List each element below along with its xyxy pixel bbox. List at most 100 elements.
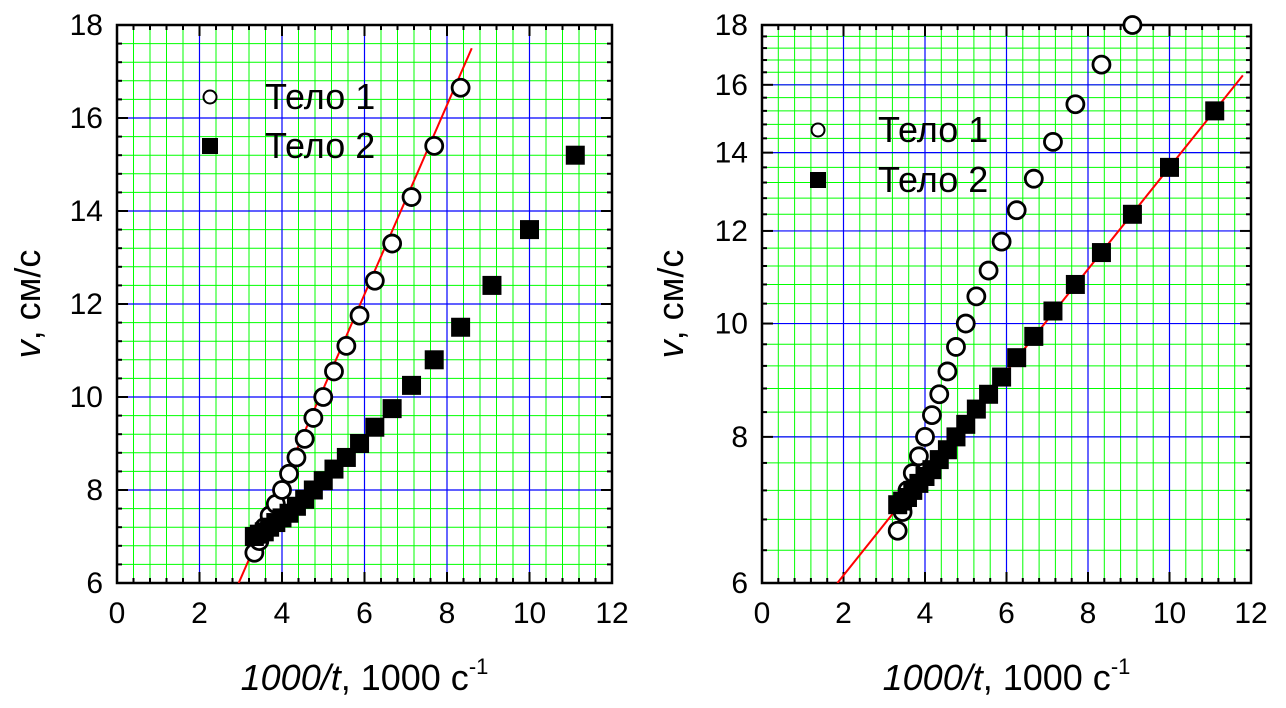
y-axis-label-italic: v <box>7 338 48 358</box>
data-point-open-circle <box>1006 200 1027 221</box>
data-point-filled-square <box>1024 326 1044 346</box>
y-tick-label: 10 <box>70 381 103 414</box>
x-axis-label-superscript: -1 <box>1111 654 1131 679</box>
data-point-open-circle <box>922 405 942 426</box>
data-point-open-circle <box>324 361 344 382</box>
data-point-open-circle <box>313 387 334 407</box>
x-tick-label: 0 <box>754 597 771 630</box>
data-point-open-circle <box>946 337 966 357</box>
y-tick-label: 8 <box>86 474 103 507</box>
x-tick-label: 8 <box>439 597 456 630</box>
data-point-open-circle <box>303 408 324 428</box>
data-point-filled-square <box>1065 274 1085 294</box>
data-point-open-circle <box>915 426 935 447</box>
series-2 <box>888 101 1225 515</box>
y-axis-label-italic: v <box>650 338 691 358</box>
legend-label: Тело 2 <box>265 125 375 166</box>
legend: Тело 1 Тело 2 <box>202 76 375 166</box>
y-tick-label: 16 <box>70 102 103 135</box>
y-tick-label: 18 <box>70 9 103 42</box>
data-point-filled-square <box>520 220 539 240</box>
axis-ticks <box>116 24 613 584</box>
x-axis-label-text: , 1000 с <box>341 657 469 698</box>
y-tick-label: 16 <box>715 69 748 102</box>
data-point-filled-square <box>1205 101 1225 121</box>
data-point-filled-square <box>979 384 999 404</box>
data-point-filled-square <box>424 350 444 370</box>
data-layer <box>836 15 1244 583</box>
data-layer <box>237 47 585 583</box>
data-point-open-circle <box>294 428 315 449</box>
x-axis-label-italic: 1000/t <box>883 657 985 698</box>
x-axis-label-superscript: -1 <box>469 654 489 679</box>
data-point-open-circle <box>424 135 445 156</box>
data-point-filled-square <box>382 399 402 419</box>
x-tick-label: 12 <box>1234 597 1267 630</box>
data-point-filled-square <box>1091 243 1111 263</box>
data-point-open-circle <box>1065 94 1086 115</box>
y-tick-label: 12 <box>715 215 748 248</box>
data-point-open-circle <box>1023 168 1044 189</box>
y-tick-label: 12 <box>70 288 103 321</box>
data-point-open-circle <box>955 313 976 334</box>
data-point-filled-square <box>350 434 370 453</box>
y-tick-label: 8 <box>731 421 748 454</box>
legend-marker-open-circle <box>810 122 826 138</box>
x-tick-label: 4 <box>274 597 291 630</box>
data-point-open-circle <box>966 286 987 307</box>
y-axis-label: v, см/с <box>7 250 48 359</box>
x-tick-label: 10 <box>1153 597 1186 630</box>
data-point-filled-square <box>966 399 986 419</box>
data-point-filled-square <box>1122 204 1142 224</box>
data-point-open-circle <box>1043 131 1063 152</box>
data-point-open-circle <box>937 361 958 382</box>
data-point-filled-square <box>1043 301 1063 321</box>
data-point-open-circle <box>279 463 299 484</box>
data-point-open-circle <box>991 231 1012 252</box>
data-point-filled-square <box>1160 157 1179 177</box>
data-point-open-circle <box>286 447 307 468</box>
x-tick-label: 4 <box>917 597 934 630</box>
legend-label: Тело 1 <box>878 109 988 150</box>
data-point-open-circle <box>336 335 357 356</box>
x-tick-label: 8 <box>1080 597 1097 630</box>
data-point-open-circle <box>1091 54 1112 75</box>
series-2 <box>244 145 585 546</box>
x-tick-label: 0 <box>109 597 126 630</box>
axis-ticks <box>761 24 1252 584</box>
data-point-filled-square <box>565 145 585 165</box>
x-tick-label: 6 <box>356 597 373 630</box>
data-point-filled-square <box>956 414 976 434</box>
x-axis-label: 1000/t, 1000 с-1 <box>883 654 1131 698</box>
y-tick-label: 18 <box>715 9 748 42</box>
legend-label: Тело 2 <box>878 159 988 200</box>
data-point-open-circle <box>450 77 471 98</box>
y-axis-label: v, см/с <box>650 250 691 359</box>
x-tick-label: 6 <box>998 597 1015 630</box>
data-point-filled-square <box>992 367 1012 387</box>
data-point-filled-square <box>451 317 471 337</box>
legend-label: Тело 1 <box>265 76 375 117</box>
x-axis-label: 1000/t, 1000 с-1 <box>241 654 489 698</box>
y-axis-label-text: , см/с <box>7 250 48 341</box>
y-tick-label: 14 <box>70 195 103 228</box>
x-tick-label: 12 <box>595 597 628 630</box>
data-point-filled-square <box>1007 348 1027 368</box>
data-point-filled-square <box>482 275 502 295</box>
legend-marker-open-circle <box>202 89 218 105</box>
data-point-open-circle <box>401 187 422 207</box>
y-axis-label-text: , см/с <box>650 250 691 341</box>
legend-marker-filled-square <box>810 172 826 188</box>
series-1 <box>244 77 471 563</box>
y-tick-label: 6 <box>731 567 748 600</box>
y-tick-label: 14 <box>715 137 748 170</box>
data-point-filled-square <box>365 417 385 437</box>
data-point-open-circle <box>364 270 385 291</box>
x-axis-label-italic: 1000/t <box>241 657 343 698</box>
y-tick-label: 10 <box>715 308 748 341</box>
data-point-open-circle <box>382 233 403 254</box>
legend: Тело 1 Тело 2 <box>810 109 988 200</box>
x-tick-label: 2 <box>191 597 208 630</box>
